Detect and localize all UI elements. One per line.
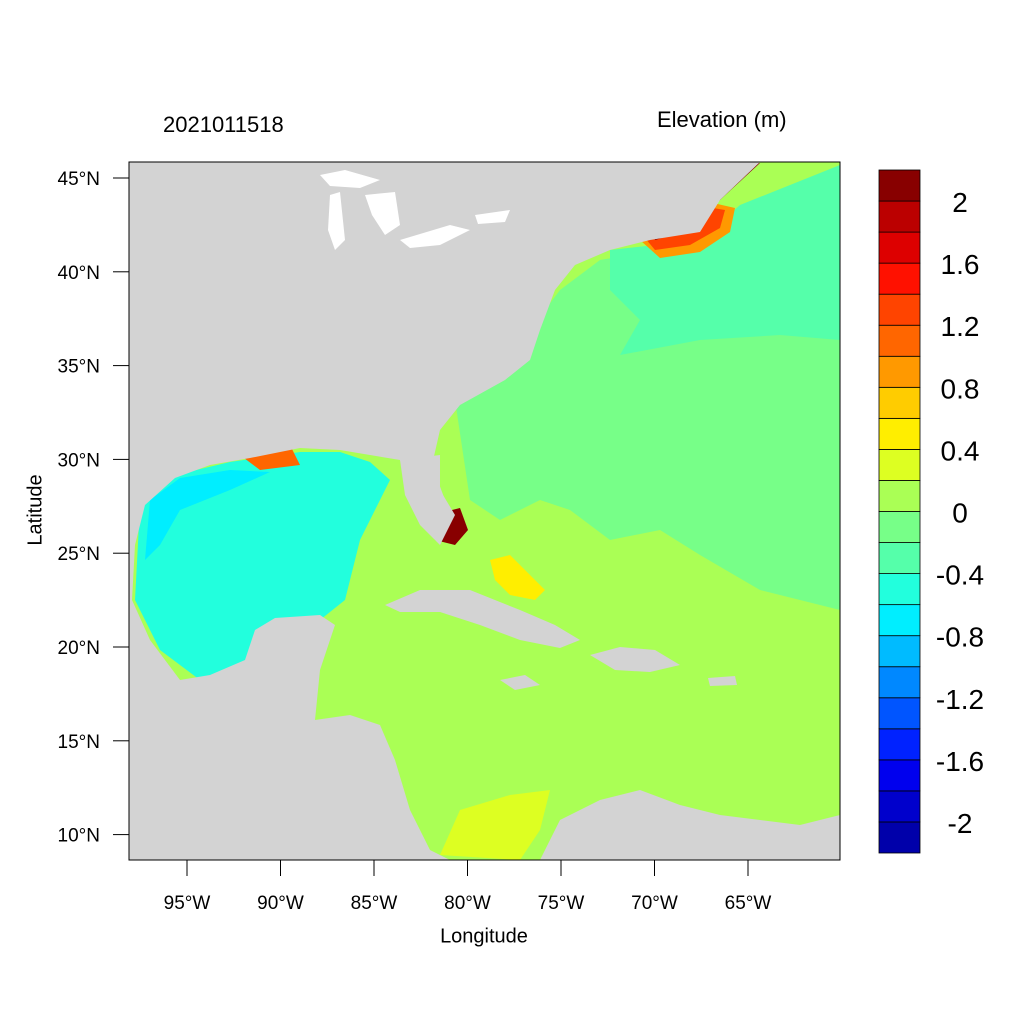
colorbar-swatch <box>878 635 921 668</box>
colorbar-swatch <box>878 573 921 606</box>
map-plot-area <box>129 162 840 860</box>
ocean-field-gulf-coast-surge <box>240 445 300 470</box>
lat-tick-label: 40°N <box>58 263 100 284</box>
colorbar-swatch <box>878 759 921 792</box>
colorbar-swatch <box>878 511 921 543</box>
colorbar-swatch <box>878 821 921 854</box>
colorbar-swatch <box>878 790 921 823</box>
lon-tick-label: 90°W <box>257 893 304 914</box>
colorbar-swatch <box>878 262 921 295</box>
ocean-field-gulf-pocket <box>145 470 270 560</box>
timestamp-label: 2021011518 <box>163 112 284 137</box>
lon-tick-label: 75°W <box>538 893 585 914</box>
lake-erie <box>400 225 470 248</box>
colorbar-swatch <box>878 449 921 481</box>
colorbar-swatch <box>878 200 921 233</box>
colorbar-swatch <box>878 231 921 264</box>
land-north-america <box>129 162 760 860</box>
colorbar-label: 1.2 <box>941 311 980 342</box>
lat-tick-label: 20°N <box>58 638 100 659</box>
colorbar-swatch <box>878 542 921 574</box>
colorbar-swatch <box>878 169 921 202</box>
colorbar-swatch <box>878 604 921 637</box>
lat-tick-label: 15°N <box>58 732 100 753</box>
lake-huron <box>365 192 400 235</box>
colorbar-swatch <box>878 666 921 699</box>
land-hispaniola <box>590 647 680 672</box>
colorbar-label: -1.2 <box>936 684 984 715</box>
lon-tick-label: 65°W <box>725 893 772 914</box>
ocean-field-gulf <box>135 452 390 680</box>
colorbar-swatch <box>878 324 921 357</box>
ocean-field-caribbean-south <box>440 790 550 860</box>
colorbar-swatch <box>878 355 921 388</box>
lon-tick-label: 85°W <box>351 893 398 914</box>
longitude-ticks: 95°W 90°W 85°W 80°W 75°W 70°W 65°W <box>164 860 772 914</box>
colorbar-title: Elevation (m) <box>657 107 787 132</box>
colorbar-label: 0.8 <box>941 373 980 404</box>
colorbar-swatch <box>878 480 921 512</box>
land-jamaica <box>500 675 540 690</box>
colorbar-swatch <box>878 293 921 326</box>
colorbar-label: 0.4 <box>941 435 980 466</box>
land-florida <box>400 455 455 545</box>
colorbar-label: -0.8 <box>936 622 984 653</box>
lat-tick-label: 10°N <box>58 826 100 847</box>
x-axis-label: Longitude <box>440 925 528 948</box>
ocean-field-atlantic-negative <box>610 165 840 355</box>
lat-tick-label: 25°N <box>58 544 100 565</box>
plot-frame <box>128 161 841 861</box>
lon-tick-label: 80°W <box>444 893 491 914</box>
colorbar-label: -0.4 <box>936 560 984 591</box>
colorbar <box>878 169 921 854</box>
colorbar-label: 1.6 <box>941 249 980 280</box>
colorbar-label: 0 <box>952 498 968 529</box>
lake-michigan <box>328 192 345 250</box>
lat-tick-label: 30°N <box>58 450 100 471</box>
lake-ontario <box>475 210 510 224</box>
land-south-america <box>540 790 840 860</box>
lon-tick-label: 70°W <box>631 893 678 914</box>
colorbar-swatch <box>878 728 921 761</box>
land-cuba <box>385 590 580 648</box>
colorbar-label: -1.6 <box>936 746 984 777</box>
lat-tick-label: 35°N <box>58 357 100 378</box>
colorbar-label: 2 <box>952 187 968 218</box>
lake-superior <box>320 170 380 188</box>
ocean-field-bahamas <box>490 555 545 600</box>
lon-tick-label: 95°W <box>164 893 211 914</box>
latitude-ticks: 45°N 40°N 35°N 30°N 25°N 20°N 15°N 10°N <box>58 169 129 847</box>
colorbar-label: -2 <box>948 808 973 839</box>
colorbar-swatch <box>878 417 921 450</box>
lat-tick-label: 45°N <box>58 169 100 190</box>
colorbar-labels: 2 1.6 1.2 0.8 0.4 0 -0.4 -0.8 -1.2 -1.6 -2 <box>936 187 984 839</box>
colorbar-swatch <box>878 386 921 419</box>
land-puerto-rico <box>708 676 737 686</box>
colorbar-swatch <box>878 697 921 730</box>
